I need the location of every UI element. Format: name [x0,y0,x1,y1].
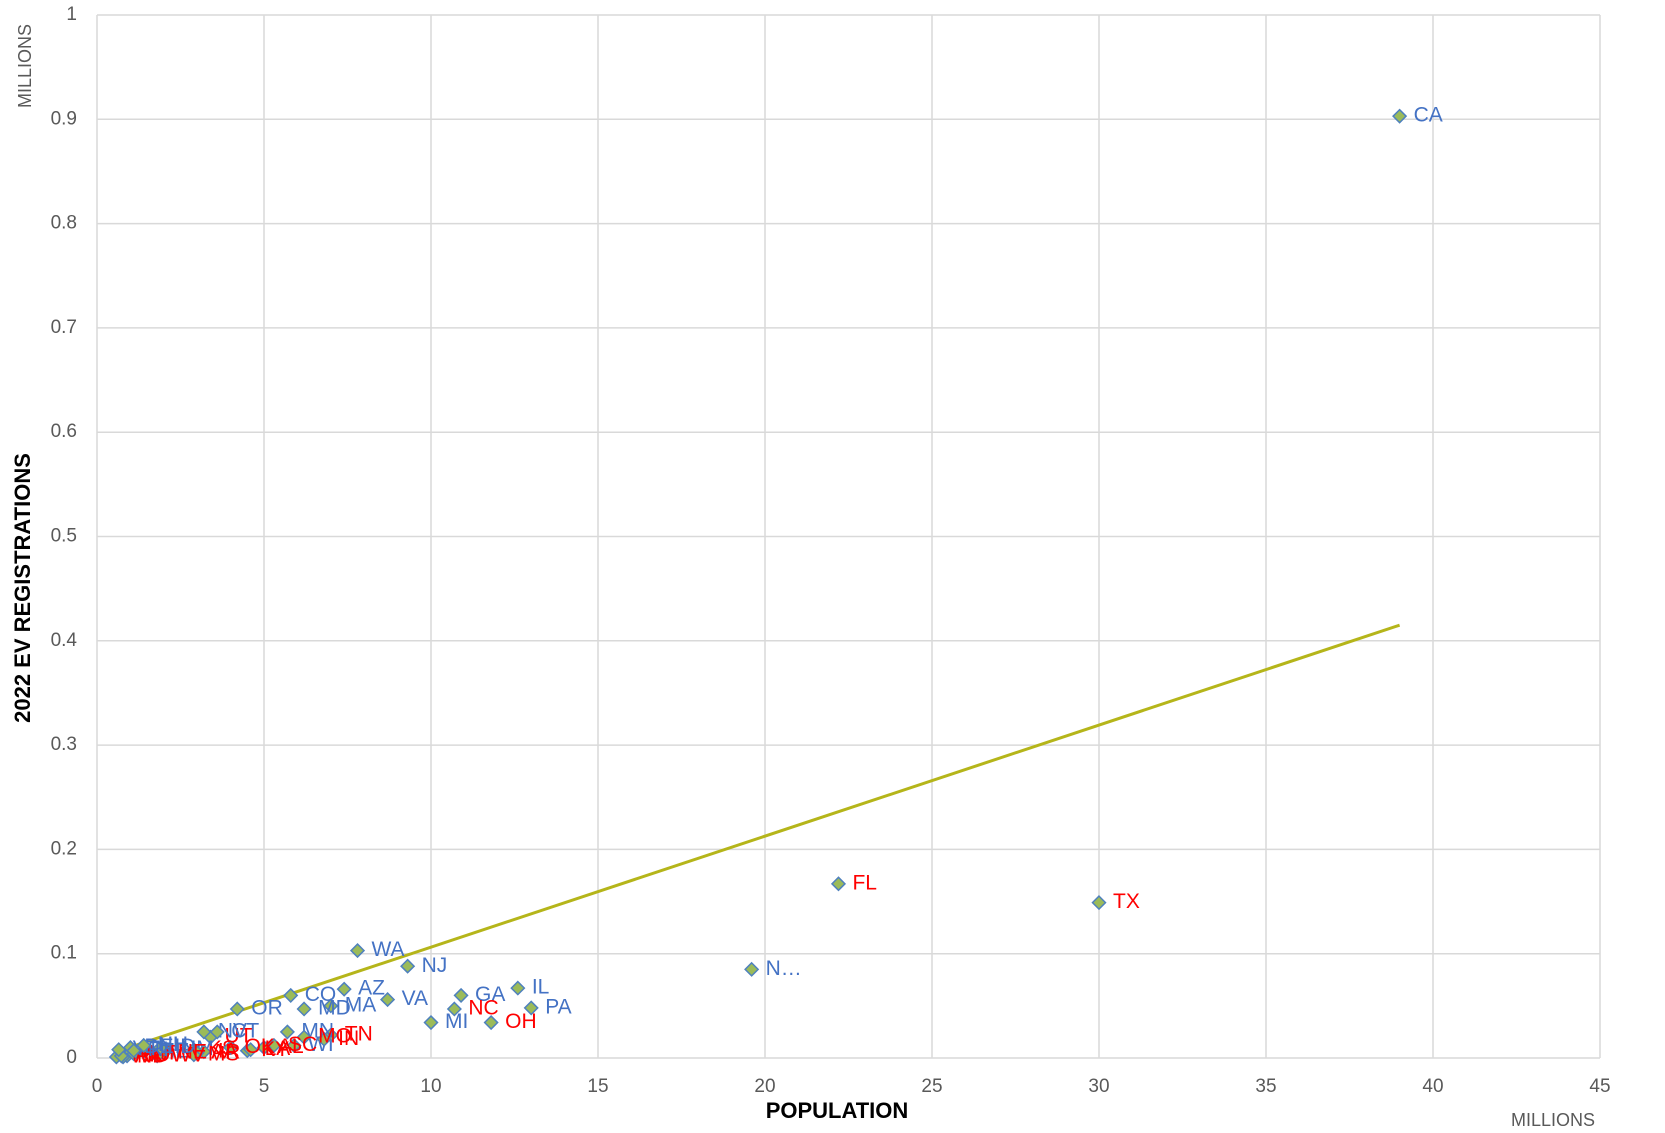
point-label: LA [265,1037,291,1060]
point-label: NE [178,1040,207,1063]
y-unit: MILLIONS [15,24,35,108]
data-point [296,1029,312,1045]
y-tick-label: 0.7 [51,317,77,338]
y-tick-label: 0.6 [51,421,77,442]
point-label: MS [208,1042,240,1065]
point-label: OR [251,997,283,1020]
data-point [423,1014,439,1031]
data-point [152,1040,169,1056]
y-axis-title: 2022 EV REGISTRATIONS [10,453,35,723]
data-point [510,980,526,996]
data-point [483,1014,499,1031]
data-point [256,1040,272,1056]
data-point [243,1042,259,1058]
data-point [229,1001,245,1017]
x-tick-label: 30 [1088,1076,1109,1097]
point-label: WA [372,938,405,961]
point-label: ID [174,1035,195,1058]
point-label: NJ [422,954,448,977]
x-unit: MILLIONS [1511,1110,1595,1130]
y-tick-label: 0.3 [51,734,77,755]
point-label: MD [318,997,351,1020]
y-tick-label: 0.8 [51,213,77,234]
x-tick-label: 15 [587,1076,608,1097]
x-tick-label: 25 [921,1076,942,1097]
point-label: TX [1113,890,1140,913]
point-label: KY [261,1038,289,1061]
data-point [349,943,366,959]
point-label: MA [345,993,377,1016]
point-label: DE [144,1035,173,1058]
data-point [126,1043,142,1059]
point-label: AZ [358,977,385,1000]
x-tick-label: 5 [259,1076,270,1097]
data-point [830,876,847,892]
data-point [446,1001,462,1017]
data-point [453,987,469,1003]
y-tick-label: 0 [66,1047,77,1068]
point-label: CA [1414,104,1443,127]
data-point [186,1047,202,1063]
y-tick-label: 0.1 [51,943,77,964]
data-point [1392,108,1408,124]
point-label: NV [218,1019,247,1042]
data-point [336,981,352,997]
point-label: OH [505,1010,537,1033]
data-point [286,1037,302,1054]
point-label: IA [218,1039,238,1062]
data-point [266,1037,282,1054]
data-point [283,987,299,1003]
x-axis-title: POPULATION [766,1098,909,1123]
x-tick-label: 40 [1422,1076,1443,1097]
point-label: AR [211,1040,240,1063]
x-tick-label: 10 [420,1076,441,1097]
point-label: NH [158,1033,188,1056]
data-point [400,958,416,974]
data-point [223,1040,239,1056]
point-label: PA [545,995,571,1018]
data-point [279,1024,295,1040]
x-tick-label: 35 [1255,1076,1276,1097]
point-label: VA [402,987,428,1010]
data-point [323,998,339,1014]
point-label: WV [171,1043,205,1066]
point-label: NC [468,997,498,1020]
x-tick-label: 45 [1589,1076,1610,1097]
x-tick-label: 20 [754,1076,775,1097]
point-label: CO [305,983,337,1006]
point-label: TN [345,1023,373,1046]
data-point [136,1037,152,1054]
y-tick-label: 1 [66,4,77,25]
point-label: GA [475,983,505,1006]
point-label: UT [225,1025,253,1048]
trendline [115,623,1401,1054]
point-label: MI [445,1010,468,1033]
data-point [380,992,396,1008]
y-tick-label: 0.4 [51,630,78,651]
data-point [296,1001,312,1017]
point-label: HI [158,1033,179,1056]
data-point [196,1024,212,1040]
data-point [523,1000,539,1016]
point-label: RI [148,1038,169,1061]
point-label: IN [338,1027,359,1050]
data-point [1091,895,1107,911]
y-tick-label: 0.9 [51,108,77,129]
x-tick-label: 0 [92,1076,103,1097]
data-point [209,1024,225,1040]
data-point [744,961,760,977]
point-label: SC [288,1033,317,1056]
point-label: AL [278,1035,304,1058]
point-label: MO [318,1025,352,1048]
data-point [316,1031,332,1047]
y-tick-label: 0.2 [51,838,77,859]
point-label: CT [231,1019,259,1042]
point-label: N… [766,957,802,980]
point-label: IL [532,976,550,999]
point-label: OK [245,1035,275,1058]
y-tick-label: 0.5 [51,526,77,547]
point-label: FL [852,871,877,894]
